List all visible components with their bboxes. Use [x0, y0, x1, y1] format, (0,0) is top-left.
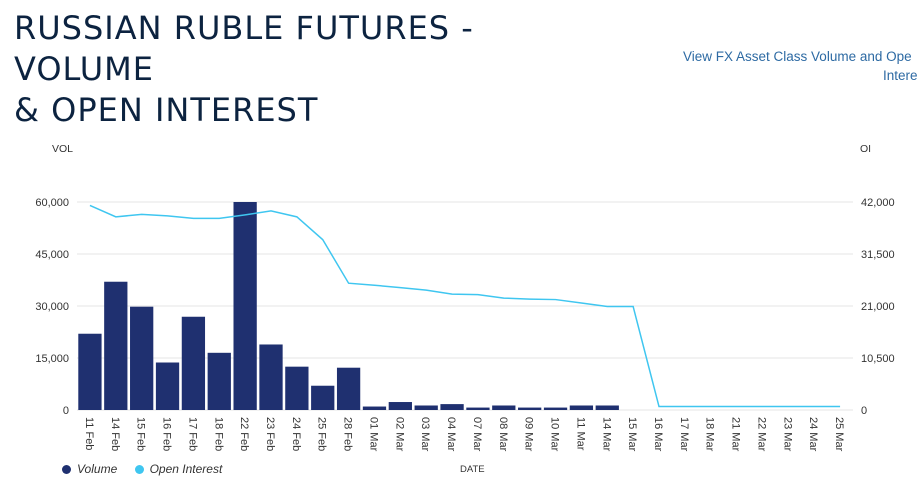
y-tick-label: 0: [63, 405, 69, 417]
volume-bar: [543, 407, 568, 410]
legend-oi-swatch: [134, 464, 144, 474]
legend-volume-swatch: [62, 464, 71, 474]
x-tick-label: 08 Mar: [497, 417, 509, 452]
left-axis-ticks: 0 15,000 30,000 45,000 60,000: [35, 197, 69, 417]
x-tick-label: 10 Mar: [549, 417, 561, 452]
volume-bar: [414, 405, 438, 410]
x-tick-label: 21 Mar: [730, 417, 742, 452]
x-tick-label: 22 Feb: [238, 417, 250, 451]
x-tick-label: 16 Feb: [161, 417, 173, 451]
x-axis-label: DATE: [460, 464, 485, 475]
volume-bar: [388, 402, 412, 410]
volume-bar: [155, 362, 180, 410]
view-link-line-1: View FX Asset Class Volume and Ope: [683, 49, 912, 64]
x-tick-label: 02 Mar: [393, 417, 405, 452]
view-link-line-2: Intere: [883, 68, 918, 83]
y-tick-label: 45,000: [35, 249, 69, 261]
y2-tick-label: 0: [861, 405, 867, 417]
x-tick-label: 04 Mar: [445, 417, 457, 452]
open-interest-series: [89, 204, 841, 408]
page-title: RUSSIAN RUBLE FUTURES - VOLUME & OPEN IN…: [14, 8, 614, 131]
volume-bar: [466, 407, 490, 410]
open-interest-line: [89, 204, 841, 408]
title-line-2: & OPEN INTEREST: [14, 91, 319, 129]
y-tick-label: 30,000: [35, 301, 69, 313]
x-tick-label: 24 Feb: [290, 417, 302, 451]
y2-tick-label: 42,000: [861, 197, 895, 209]
x-tick-label: 17 Mar: [678, 417, 690, 452]
y2-tick-label: 31,500: [861, 249, 895, 261]
volume-bar: [130, 306, 154, 410]
volume-bar: [595, 405, 619, 410]
legend-open-interest[interactable]: Open Interest: [134, 462, 223, 476]
y2-tick-label: 21,000: [861, 301, 895, 313]
x-tick-label: 09 Mar: [523, 417, 535, 452]
volume-bar: [78, 333, 102, 410]
x-tick-label: 23 Mar: [781, 417, 793, 452]
x-tick-label: 24 Mar: [807, 417, 819, 452]
volume-bar: [285, 366, 309, 410]
volume-bar: [336, 367, 361, 410]
y-tick-label: 15,000: [35, 353, 69, 365]
x-tick-label: 11 Mar: [574, 417, 586, 451]
y-axis-label: VOL: [52, 143, 73, 155]
volume-bar: [233, 202, 257, 410]
volume-bar: [181, 316, 206, 410]
volume-bar: [207, 352, 231, 410]
view-fx-volume-link[interactable]: View FX Asset Class Volume and Ope Inter…: [683, 47, 921, 85]
volume-bar: [259, 344, 283, 410]
x-tick-label: 25 Mar: [833, 417, 845, 452]
x-tick-label: 01 Mar: [367, 417, 379, 452]
y2-tick-label: 10,500: [861, 353, 895, 365]
x-tick-label: 16 Mar: [652, 417, 664, 452]
x-tick-label: 03 Mar: [419, 417, 431, 452]
x-tick-label: 14 Feb: [109, 417, 121, 451]
x-tick-label: 07 Mar: [471, 417, 483, 452]
volume-bar: [362, 406, 387, 410]
x-axis-ticks: 11 Feb 14 Feb 15 Feb 16 Feb 17 Feb 18 Feb 22 F…: [83, 417, 845, 452]
x-tick-label: 15 Feb: [135, 417, 147, 451]
y-tick-label: 60,000: [35, 197, 69, 209]
legend-volume-label: Volume: [77, 462, 118, 476]
x-tick-label: 18 Mar: [704, 417, 716, 452]
x-tick-label: 18 Feb: [212, 417, 224, 451]
volume-bar: [104, 281, 128, 410]
title-line-1: RUSSIAN RUBLE FUTURES - VOLUME: [14, 9, 474, 88]
volume-bar: [440, 404, 464, 410]
x-tick-label: 17 Feb: [186, 417, 198, 451]
gridlines: [77, 201, 853, 411]
volume-bar: [569, 405, 594, 410]
x-tick-label: 15 Mar: [626, 417, 638, 452]
volume-bar: [492, 405, 516, 410]
volume-bar: [311, 385, 335, 410]
right-axis-ticks: 0 10,500 21,000 31,500 42,000: [861, 197, 895, 417]
x-tick-label: 28 Feb: [342, 417, 354, 451]
chart-legend: Volume Open Interest: [62, 462, 236, 477]
x-tick-label: 25 Feb: [316, 417, 328, 451]
x-tick-label: 11 Feb: [83, 417, 95, 450]
x-tick-label: 14 Mar: [600, 417, 612, 452]
volume-bars: [78, 202, 619, 410]
x-tick-label: 23 Feb: [264, 417, 276, 451]
legend-volume[interactable]: Volume: [62, 462, 117, 476]
x-tick-label: 22 Mar: [755, 417, 767, 452]
y2-axis-label: OI: [860, 143, 871, 155]
legend-oi-label: Open Interest: [149, 462, 223, 476]
volume-bar: [518, 407, 542, 410]
